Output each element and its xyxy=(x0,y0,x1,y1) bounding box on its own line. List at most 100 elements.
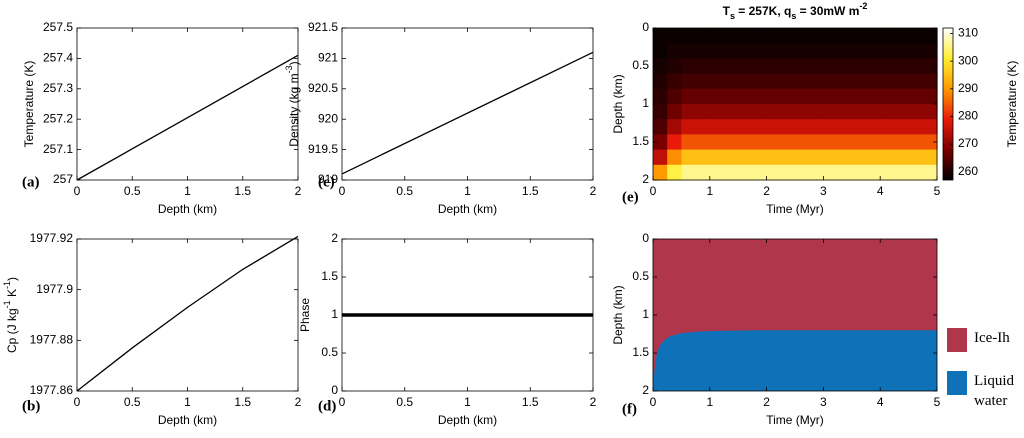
y-tick-label: 0 xyxy=(642,20,649,34)
text-segment: Cp (J kg xyxy=(5,308,19,353)
y-tick-label: 257.5 xyxy=(43,20,73,34)
panel xyxy=(653,239,937,391)
heatmap-cell xyxy=(709,119,768,135)
heatmap-cell xyxy=(766,119,824,135)
x-axis-label: Depth (km) xyxy=(438,413,497,427)
heatmap-cell xyxy=(709,28,768,44)
heatmap-cell xyxy=(709,73,768,90)
y-tick-label: 1977.9 xyxy=(36,282,73,296)
x-tick-label: 3 xyxy=(820,184,827,198)
heatmap-cell xyxy=(681,73,711,90)
x-tick-label: 1 xyxy=(184,184,191,198)
heatmap-cell xyxy=(681,134,711,151)
heatmap-cell xyxy=(667,28,682,44)
x-tick-label: 0 xyxy=(650,395,657,409)
heatmap-cell xyxy=(823,73,881,90)
heatmap-cell xyxy=(667,119,682,135)
legend-swatch xyxy=(947,328,967,352)
panel xyxy=(76,54,299,181)
y-axis-label: Depth (km) xyxy=(611,285,625,344)
heatmap-cell xyxy=(653,88,668,105)
heatmap-cell xyxy=(766,43,824,59)
x-tick-label: 4 xyxy=(877,395,884,409)
x-tick-label: 0.5 xyxy=(124,395,141,409)
x-tick-label: 0 xyxy=(339,395,346,409)
x-tick-label: 2 xyxy=(763,184,770,198)
y-tick-label: 257.2 xyxy=(43,111,73,125)
heatmap-cell xyxy=(709,43,768,59)
text-segment: ) xyxy=(5,277,19,281)
x-tick-label: 0 xyxy=(339,184,346,198)
x-axis-label: Time (Myr) xyxy=(766,202,824,216)
panel-label: (f) xyxy=(622,401,637,417)
heatmap-cell xyxy=(681,88,711,105)
x-axis-label: Depth (km) xyxy=(158,202,217,216)
x-tick-label: 1.5 xyxy=(234,184,251,198)
heatmap-cell xyxy=(681,58,711,75)
y-tick-label: 1 xyxy=(642,307,649,321)
text-segment: s xyxy=(730,11,735,21)
y-axis-label: Phase xyxy=(298,298,312,332)
panel xyxy=(653,28,938,181)
x-tick-label: 1 xyxy=(464,184,471,198)
x-tick-label: 4 xyxy=(877,184,884,198)
y-tick-label: 2 xyxy=(331,231,338,245)
colorbar-label: Temperature (K) xyxy=(1005,61,1019,148)
legend-label: Liquid water xyxy=(974,373,1014,409)
heatmap-cell xyxy=(766,73,824,90)
heatmap-cell xyxy=(667,104,682,120)
heatmap-cell xyxy=(667,164,682,181)
heatmap-cell xyxy=(880,88,938,105)
heatmap-cell xyxy=(823,43,881,59)
heatmap-cell xyxy=(653,119,668,135)
heatmap-cell xyxy=(681,104,711,120)
colorbar-tick-label: 260 xyxy=(958,164,978,178)
y-tick-label: 0 xyxy=(331,383,338,397)
x-tick-label: 2 xyxy=(763,395,770,409)
x-tick-label: 2 xyxy=(590,395,597,409)
text-segment: = 257K, q xyxy=(735,4,791,18)
heatmap-cell xyxy=(823,88,881,105)
y-axis-label: Cp (J kg-1 K-1) xyxy=(2,277,19,353)
heatmap-cell xyxy=(880,134,938,151)
line xyxy=(341,51,594,175)
x-tick-label: 5 xyxy=(934,184,941,198)
heatmap-cell xyxy=(667,43,682,59)
heatmap-cell xyxy=(709,149,768,166)
axes-box xyxy=(76,27,299,181)
y-tick-label: 1.5 xyxy=(632,134,649,148)
text-segment: -2 xyxy=(859,1,867,11)
heatmap-cell xyxy=(823,119,881,135)
colorbar-tick-label: 300 xyxy=(958,53,978,67)
legend-label: Ice-Ih xyxy=(974,330,1010,346)
x-tick-label: 2 xyxy=(295,184,302,198)
y-tick-label: 1 xyxy=(331,307,338,321)
legend-entry: Liquid water xyxy=(947,371,1024,411)
y-tick-label: 921.5 xyxy=(308,20,338,34)
x-tick-label: 1 xyxy=(464,395,471,409)
line xyxy=(76,235,299,392)
panel-label: (e) xyxy=(622,189,639,205)
x-tick-label: 2 xyxy=(295,395,302,409)
text-segment: = 30mW m xyxy=(796,4,859,18)
x-tick-label: 3 xyxy=(820,395,827,409)
x-axis-label: Time (Myr) xyxy=(766,413,824,427)
text-segment: -1 xyxy=(2,300,12,308)
y-tick-label: 921 xyxy=(318,51,338,65)
heatmap-cell xyxy=(653,58,668,75)
text-segment: ) xyxy=(287,61,301,65)
heatmap-cell xyxy=(681,119,711,135)
y-axis-label: Depth (km) xyxy=(611,74,625,133)
x-tick-label: 1.5 xyxy=(522,395,539,409)
y-tick-label: 1977.86 xyxy=(30,383,74,397)
legend-entry: Ice-Ih xyxy=(947,328,1024,352)
panel-label: (b) xyxy=(22,398,40,414)
x-tick-label: 1.5 xyxy=(522,184,539,198)
heatmap-cell xyxy=(823,164,881,181)
heatmap-cell xyxy=(653,104,668,120)
x-tick-label: 1 xyxy=(706,184,713,198)
y-tick-label: 919 xyxy=(318,172,338,186)
x-tick-label: 0.5 xyxy=(396,184,413,198)
